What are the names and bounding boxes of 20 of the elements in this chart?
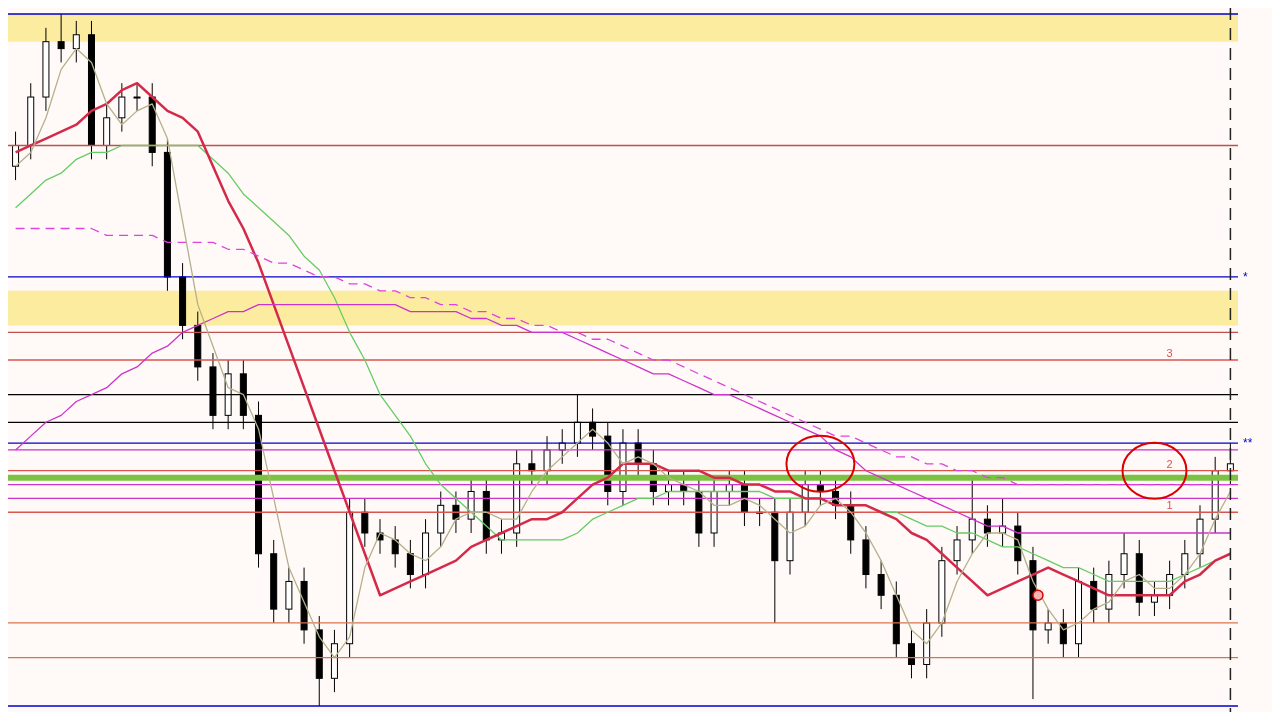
ref-line-label: ** — [1243, 436, 1253, 451]
candlestick — [877, 560, 885, 610]
annotation: 2 — [1166, 457, 1173, 470]
candlestick — [953, 525, 961, 576]
candlestick — [1044, 608, 1052, 645]
candlestick — [361, 497, 369, 548]
ref-line-label: * — [1243, 270, 1248, 285]
candlestick — [543, 435, 551, 486]
candlestick — [57, 14, 65, 63]
candlestick — [406, 539, 414, 589]
annotation: 1 — [1166, 499, 1173, 512]
candlestick — [391, 525, 399, 569]
candlestick — [452, 490, 460, 534]
candlestick — [133, 82, 141, 112]
candlestick — [1181, 539, 1189, 589]
candlestick — [118, 82, 126, 133]
candlestick — [907, 629, 915, 679]
candlestick — [72, 20, 80, 63]
candlestick — [1120, 532, 1128, 589]
annotation: 3 — [1166, 347, 1173, 359]
